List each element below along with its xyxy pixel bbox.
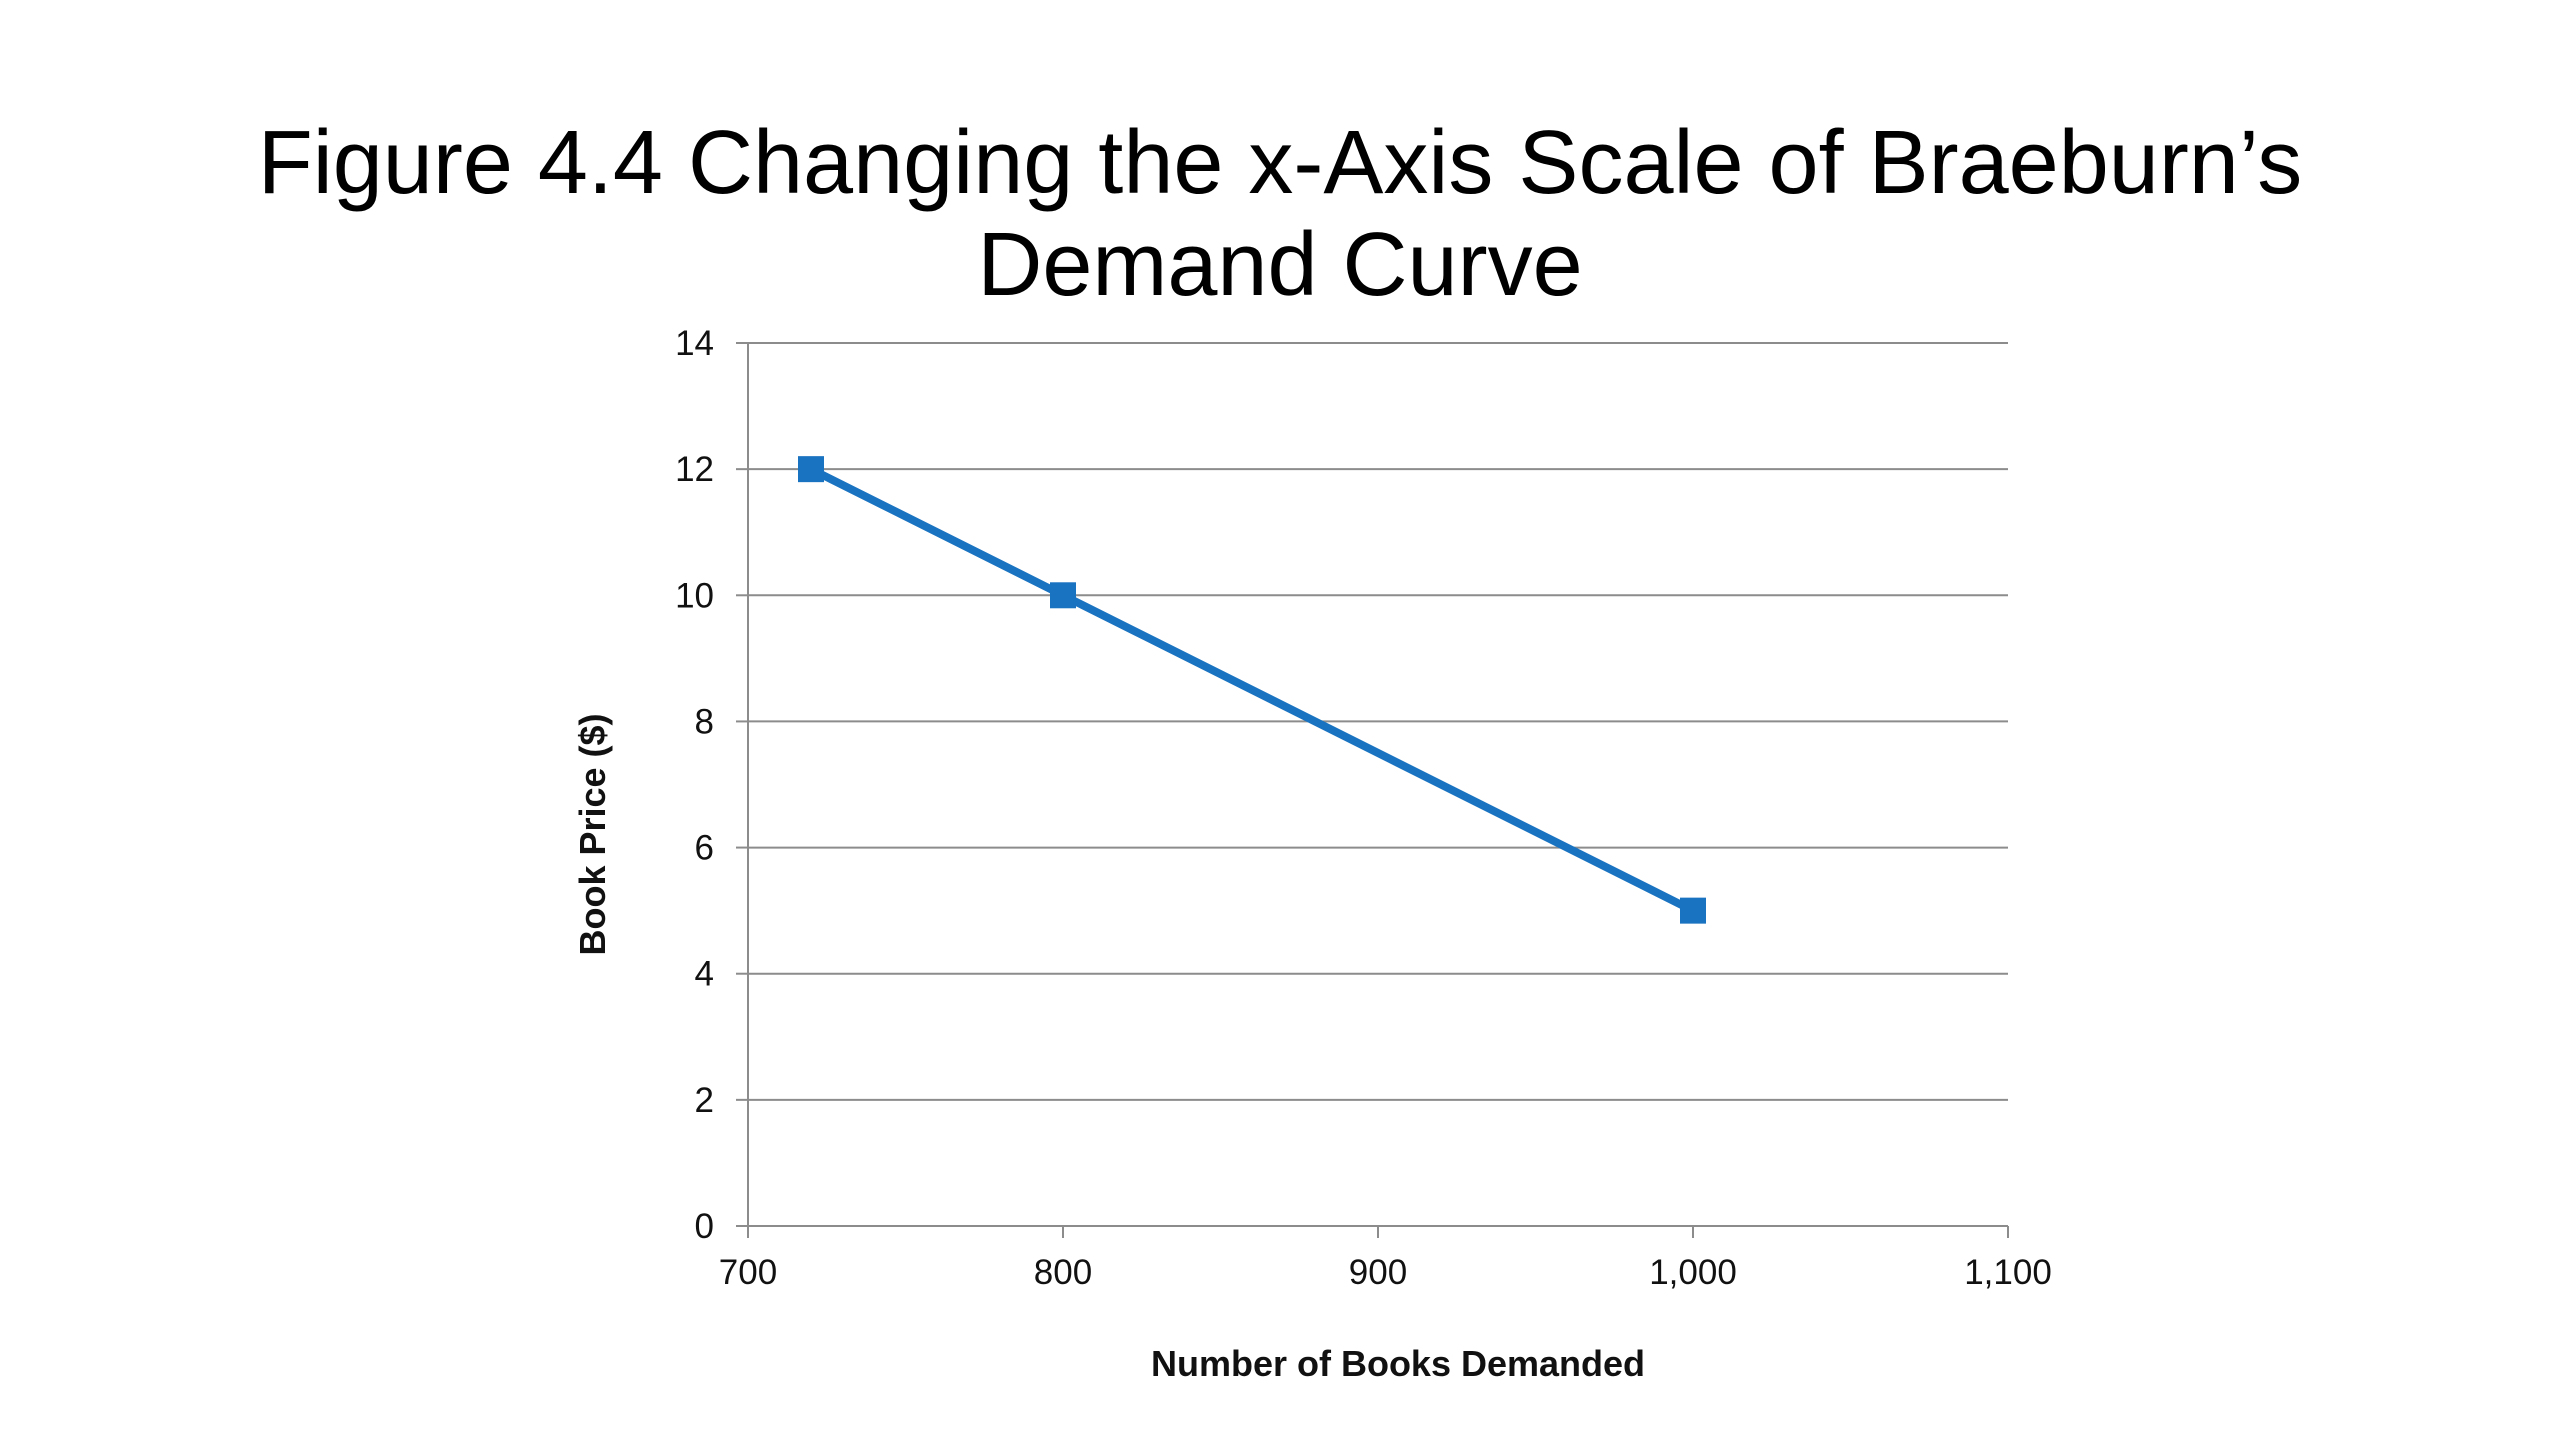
chart-title-line-2: Demand Curve — [977, 215, 1583, 315]
y-tick-label: 8 — [695, 702, 714, 741]
data-point-marker — [1050, 582, 1076, 609]
series-layer — [798, 456, 1706, 924]
chart-title-line-1: Figure 4.4 Changing the x-Axis Scale of … — [257, 113, 2303, 213]
y-tick-label: 0 — [695, 1207, 714, 1246]
x-tick-label: 800 — [1034, 1253, 1092, 1292]
chart-title: Figure 4.4 Changing the x-Axis Scale of … — [0, 112, 2560, 316]
y-tick-label: 10 — [675, 576, 714, 615]
y-tick-label: 4 — [695, 955, 714, 994]
data-point-marker — [798, 456, 824, 483]
axes — [747, 343, 2008, 1227]
demand-curve-line — [807, 465, 1697, 915]
y-axis-ticks: 0 2 4 6 8 10 12 14 — [675, 324, 748, 1246]
x-axis-ticks: 700 800 900 1,000 1,100 — [719, 1226, 2052, 1292]
data-point-marker — [1680, 897, 1706, 924]
x-tick-label: 1,100 — [1964, 1253, 2052, 1292]
x-tick-label: 700 — [719, 1253, 777, 1292]
y-tick-label: 6 — [695, 829, 714, 868]
y-tick-label: 14 — [675, 324, 714, 363]
y-axis-title: Book Price ($) — [572, 713, 613, 955]
gridlines — [748, 342, 2008, 1101]
x-tick-label: 900 — [1349, 1253, 1407, 1292]
x-axis-title: Number of Books Demanded — [1151, 1343, 1645, 1384]
x-tick-label: 1,000 — [1649, 1253, 1737, 1292]
y-tick-label: 2 — [695, 1081, 714, 1120]
y-tick-label: 12 — [675, 450, 714, 489]
